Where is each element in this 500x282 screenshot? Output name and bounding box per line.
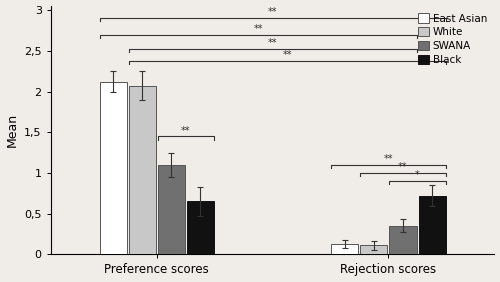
Bar bbox=[332, 244, 358, 254]
Bar bbox=[100, 82, 126, 254]
Bar bbox=[158, 165, 185, 254]
Text: **: ** bbox=[268, 38, 278, 48]
Bar bbox=[187, 201, 214, 254]
Text: **: ** bbox=[254, 24, 263, 34]
Legend: East Asian, White, SWANA, Black: East Asian, White, SWANA, Black bbox=[416, 11, 489, 67]
Bar bbox=[418, 196, 446, 254]
Bar bbox=[360, 245, 388, 254]
Text: **: ** bbox=[398, 162, 407, 172]
Text: **: ** bbox=[181, 125, 190, 135]
Text: **: ** bbox=[384, 154, 393, 164]
Bar bbox=[390, 226, 416, 254]
Y-axis label: Mean: Mean bbox=[6, 113, 18, 147]
Text: **: ** bbox=[268, 7, 278, 17]
Text: **: ** bbox=[282, 50, 292, 60]
Bar bbox=[128, 86, 156, 254]
Text: *: * bbox=[415, 170, 420, 180]
